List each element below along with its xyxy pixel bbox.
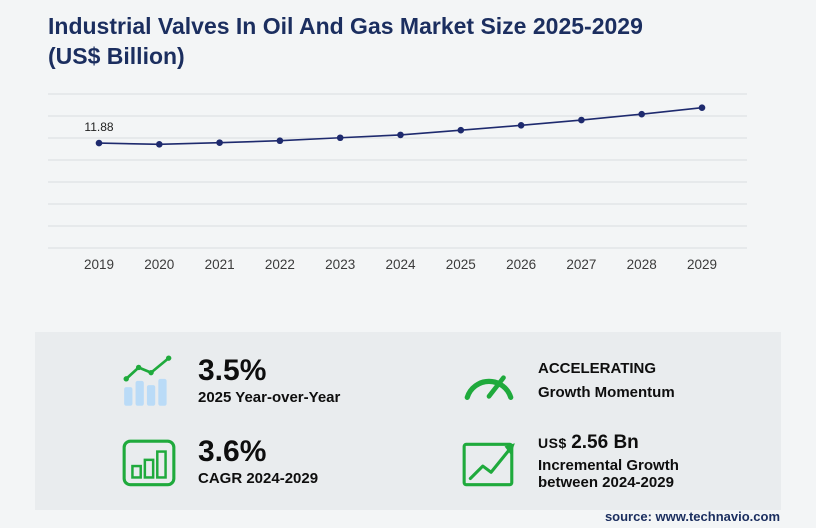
incremental-value: 2.56 Bn bbox=[571, 432, 639, 454]
data-point-2024 bbox=[397, 131, 404, 139]
x-axis-label-2027: 2027 bbox=[566, 257, 596, 272]
momentum-line1: ACCELERATING bbox=[538, 360, 657, 378]
stat-cagr: 3.6% CAGR 2024-2029 bbox=[120, 421, 420, 502]
momentum-line2: Growth Momentum bbox=[538, 383, 675, 401]
page-title: Industrial Valves In Oil And Gas Market … bbox=[48, 12, 768, 72]
x-axis-label-2021: 2021 bbox=[205, 257, 235, 272]
x-axis-label-2026: 2026 bbox=[506, 257, 536, 272]
stat-yoy: 3.5% 2025 Year-over-Year bbox=[120, 340, 420, 421]
bar-line-growth-icon bbox=[123, 355, 172, 406]
x-axis-label-2022: 2022 bbox=[265, 257, 295, 272]
data-point-2026 bbox=[517, 122, 525, 129]
page-title-line2: (US$ Billion) bbox=[48, 42, 185, 69]
first-point-value-label: 11.88 bbox=[84, 120, 113, 134]
speedometer-icon bbox=[464, 375, 514, 400]
market-size-series-line bbox=[98, 106, 703, 146]
stat-momentum-text: ACCELERATING Growth Momentum bbox=[538, 357, 675, 404]
data-point-2027 bbox=[578, 116, 585, 124]
cagr-label: CAGR 2024-2029 bbox=[198, 470, 319, 488]
incremental-label-line1: Incremental Growth bbox=[538, 456, 679, 474]
stat-yoy-text: 3.5% 2025 Year-over-Year bbox=[198, 355, 340, 407]
stat-cagr-text: 3.6% CAGR 2024-2029 bbox=[198, 436, 318, 488]
x-axis-label-2020: 2020 bbox=[144, 257, 174, 272]
stats-panel: 3.5% 2025 Year-over-Year ACCELERATING Gr… bbox=[35, 332, 781, 510]
data-point-2023 bbox=[336, 134, 344, 142]
stat-incremental: US$ 2.56 Bn Incremental Growth between 2… bbox=[460, 421, 760, 502]
incremental-label-line2: between 2024-2029 bbox=[538, 473, 674, 491]
market-size-line-chart: 11.88 2019 2020 2021 2022 2023 2024 2025 2026 202… bbox=[48, 93, 747, 272]
incremental-currency: US$ bbox=[538, 435, 567, 452]
data-point-2021 bbox=[216, 139, 223, 146]
x-axis-label-2025: 2025 bbox=[446, 257, 476, 272]
outlined-bars-icon bbox=[122, 439, 176, 486]
x-axis-label-2028: 2028 bbox=[627, 257, 657, 272]
page-title-line1: Industrial Valves In Oil And Gas Market … bbox=[48, 13, 643, 39]
x-axis-label-2023: 2023 bbox=[325, 257, 355, 272]
yoy-value: 3.5% bbox=[198, 353, 267, 387]
x-axis-label-2019: 2019 bbox=[84, 257, 114, 272]
cagr-value: 3.6% bbox=[198, 434, 267, 468]
source-attribution: source: www.technavio.com bbox=[604, 509, 780, 524]
x-axis-label-2024: 2024 bbox=[385, 257, 416, 272]
stat-incremental-text: US$ 2.56 Bn Incremental Growth between 2… bbox=[538, 432, 679, 491]
data-point-2020 bbox=[156, 141, 163, 148]
data-point-2019 bbox=[95, 139, 103, 147]
stat-momentum: ACCELERATING Growth Momentum bbox=[460, 340, 760, 421]
incremental-value-row: US$ 2.56 Bn bbox=[538, 432, 679, 454]
data-point-2028 bbox=[638, 110, 645, 118]
growth-arrow-icon bbox=[462, 442, 515, 486]
x-axis-label-2029: 2029 bbox=[687, 257, 717, 272]
data-point-2025 bbox=[457, 126, 465, 134]
data-point-2022 bbox=[276, 137, 284, 145]
yoy-label: 2025 Year-over-Year bbox=[198, 389, 341, 407]
data-point-2029 bbox=[698, 104, 706, 112]
